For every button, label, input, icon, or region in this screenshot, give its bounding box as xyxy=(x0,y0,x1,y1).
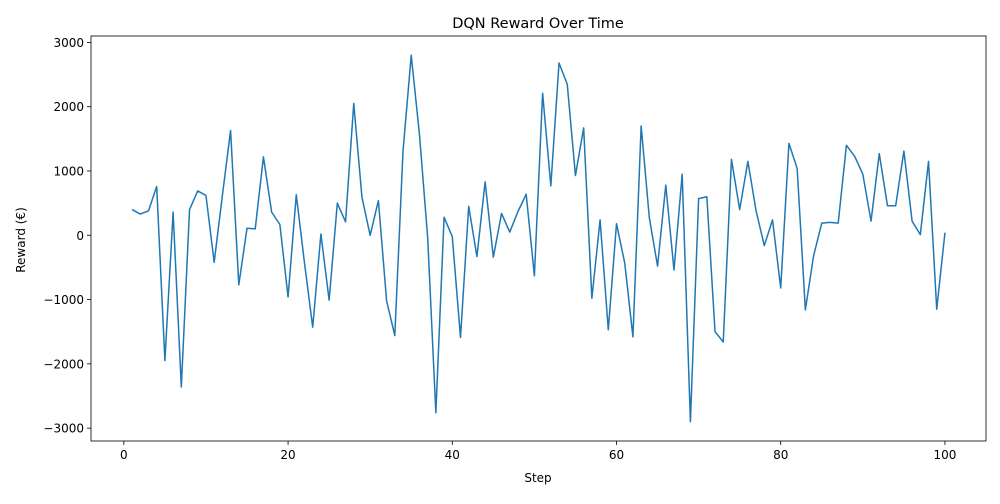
chart-title: DQN Reward Over Time xyxy=(452,16,624,32)
y-tick-label: 1000 xyxy=(53,165,84,179)
y-tick-label: −2000 xyxy=(43,357,84,371)
x-axis-label: Step xyxy=(524,471,551,485)
y-tick-label: 0 xyxy=(76,229,84,243)
y-tick-label: 2000 xyxy=(53,100,84,114)
reward-series-line xyxy=(131,54,946,423)
x-tick-label: 60 xyxy=(609,448,624,462)
plot-frame xyxy=(90,35,987,442)
y-axis-label: Reward (€) xyxy=(14,207,28,273)
x-tick-label: 40 xyxy=(445,448,460,462)
x-tick-label: 0 xyxy=(120,448,128,462)
y-tick-label: 3000 xyxy=(53,36,84,50)
y-tick-label: −1000 xyxy=(43,293,84,307)
y-tick-label: −3000 xyxy=(43,422,84,436)
x-tick-label: 80 xyxy=(773,448,788,462)
axis-ticks: 0 20 40 60 80 100 −3000 −2000 −1000 0 1000 2000 3000 xyxy=(43,36,956,462)
x-tick-label: 20 xyxy=(280,448,295,462)
x-tick-label: 100 xyxy=(933,448,956,462)
